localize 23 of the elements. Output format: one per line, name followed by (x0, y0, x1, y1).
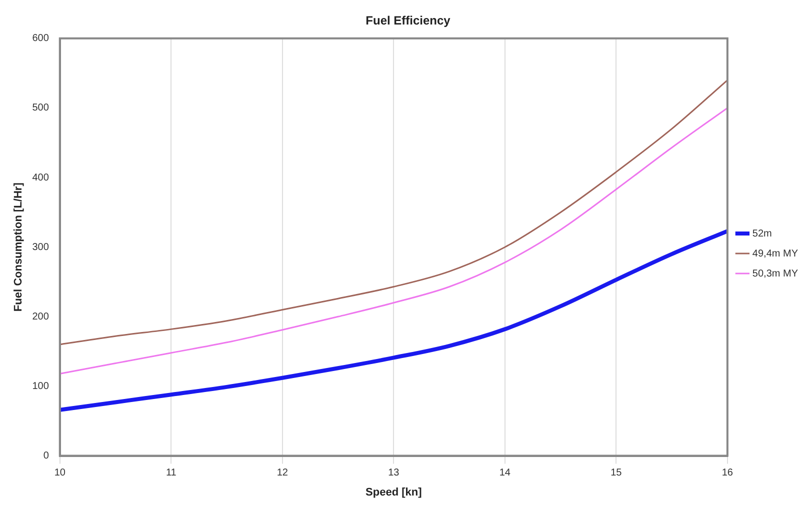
y-tick-label: 100 (32, 380, 50, 392)
x-tick-label: 14 (499, 468, 511, 479)
y-tick-label: 0 (43, 450, 50, 462)
legend-label: 52m (752, 228, 772, 240)
x-tick-label: 10 (54, 468, 66, 479)
y-tick-label: 300 (32, 242, 50, 253)
x-tick-label: 12 (276, 468, 288, 479)
x-tick-label: 16 (722, 468, 734, 479)
line-series (60, 229, 728, 412)
legend-label: 49,4m MY (752, 248, 798, 260)
line-series (60, 79, 728, 346)
x-tick-label: 13 (388, 468, 400, 479)
line-series (60, 107, 728, 374)
y-tick-label: 600 (32, 33, 50, 44)
chart-title: Fuel Efficiency (366, 14, 451, 28)
x-tick-label: 15 (610, 468, 622, 479)
x-tick-label: 11 (166, 468, 177, 479)
y-tick-label: 500 (32, 102, 50, 114)
legend-label: 50,3m MY (752, 268, 798, 280)
y-tick-label: 400 (32, 172, 50, 184)
y-axis-title: Fuel Consumption [L/Hr] (12, 182, 25, 312)
y-tick-label: 200 (32, 311, 50, 322)
x-axis-title: Speed [kn] (366, 486, 422, 498)
